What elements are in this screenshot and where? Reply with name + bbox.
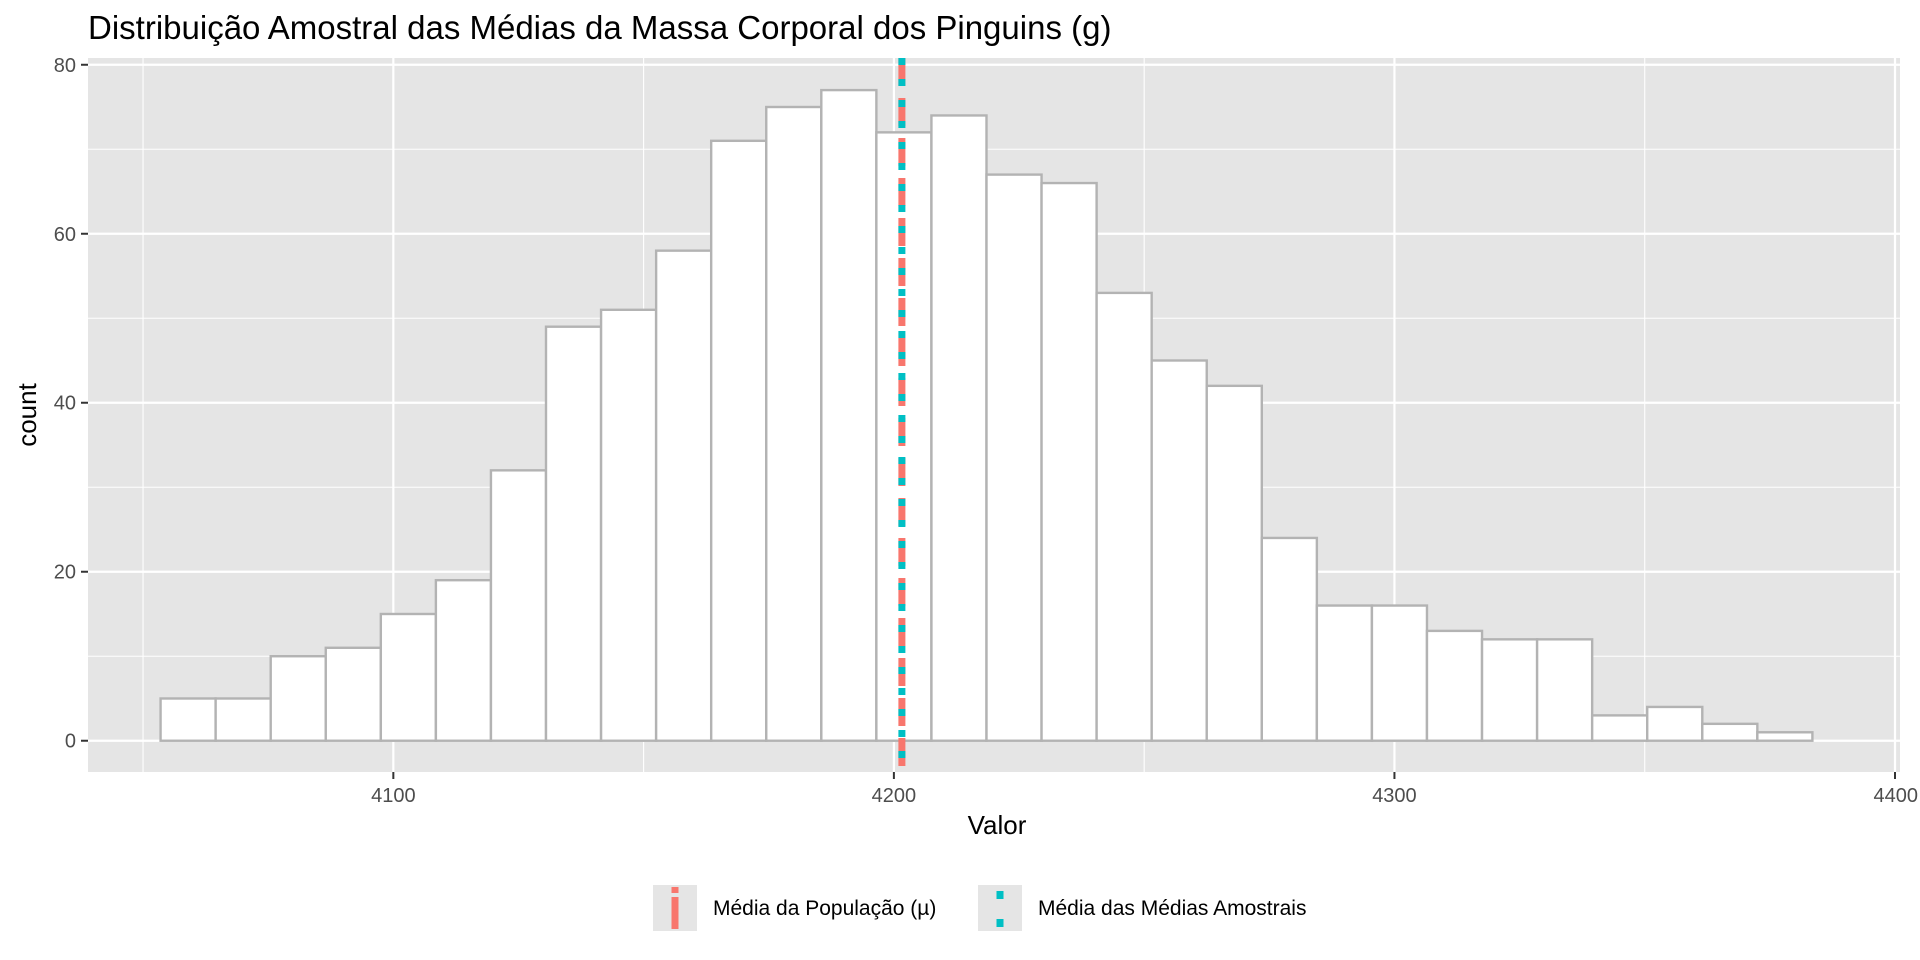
x-axis: 4100 4200 4300 4400 (371, 772, 1918, 807)
histogram-bar (1370, 604, 1429, 742)
histogram-bar (1480, 638, 1539, 742)
histogram-bar (1315, 604, 1374, 742)
legend-label: Média das Médias Amostrais (1038, 897, 1306, 920)
histogram-bar (269, 655, 327, 742)
chart-title: Distribuição Amostral das Médias da Mass… (88, 9, 1111, 46)
histogram-bar (324, 646, 383, 742)
histogram-bar (1150, 359, 1208, 742)
histogram-bar (214, 697, 272, 742)
histogram-bar (159, 697, 217, 742)
histogram-bar (379, 612, 438, 742)
x-tick-label: 4300 (1372, 785, 1417, 807)
histogram-bar (1040, 181, 1098, 742)
histogram-bar (1646, 705, 1704, 742)
histogram-bar (820, 88, 878, 742)
histogram-bar (434, 578, 493, 742)
legend-label: Média da População (µ) (713, 897, 936, 920)
histogram-bar (489, 469, 548, 742)
histogram-bar (1756, 731, 1814, 742)
histogram-bar (544, 325, 603, 742)
plot-panel (88, 58, 1900, 772)
y-tick-label: 80 (54, 55, 76, 77)
x-tick-label: 4100 (371, 785, 416, 807)
x-axis-title: Valor (968, 810, 1027, 840)
x-tick-label: 4200 (872, 785, 917, 807)
histogram-bar (765, 105, 823, 742)
histogram-bar (985, 173, 1043, 742)
y-tick-label: 40 (54, 393, 76, 415)
histogram-bar (599, 308, 658, 742)
histogram-bar (1425, 629, 1484, 742)
x-tick-label: 4400 (1874, 785, 1919, 807)
histogram-bar (1535, 638, 1594, 742)
histogram-bar (1260, 536, 1319, 742)
legend: Média da População (µ) Média das Médias A… (653, 885, 1306, 931)
histogram-bar (1095, 291, 1153, 742)
histogram-bar (1701, 722, 1759, 742)
y-axis: 0 20 40 60 80 (54, 55, 88, 753)
histogram-bar (654, 249, 713, 742)
histogram-bar (1590, 714, 1649, 742)
histogram-bar (709, 139, 768, 742)
y-tick-label: 20 (54, 562, 76, 584)
histogram-bar (930, 114, 988, 742)
y-tick-label: 0 (65, 731, 76, 753)
y-axis-title: count (12, 382, 42, 446)
histogram-bar (1205, 384, 1263, 742)
y-tick-label: 60 (54, 224, 76, 246)
